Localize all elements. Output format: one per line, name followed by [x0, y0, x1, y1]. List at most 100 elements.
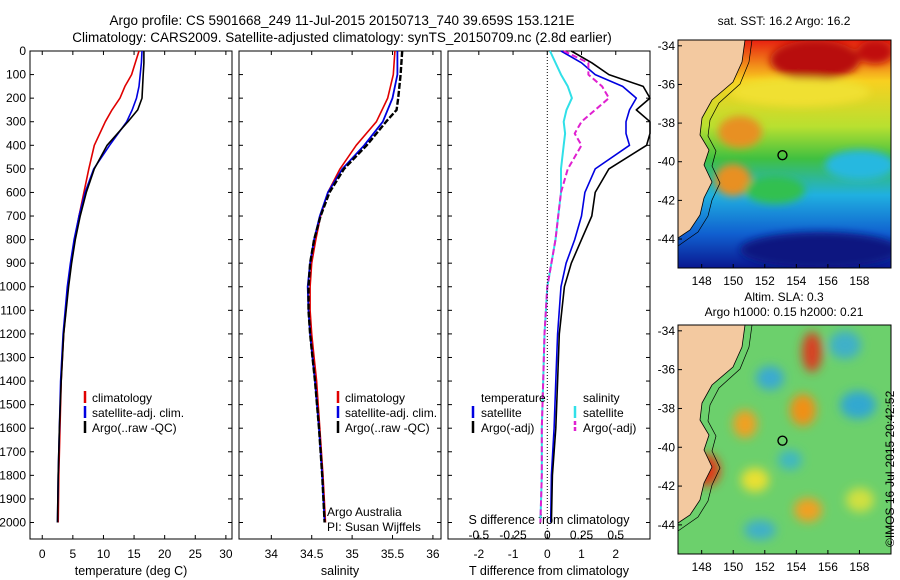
- T-difference-x-tick-label: 2: [612, 547, 619, 561]
- temperature-x-tick-label: 15: [127, 547, 141, 561]
- sst-eddy-north: [718, 116, 762, 148]
- S-difference-argo-line: [539, 50, 610, 523]
- legend-climatology-label: climatology: [92, 391, 152, 405]
- latitude-tick-label: -44: [658, 232, 676, 246]
- legend-satellite-label: satellite-adj. clim.: [92, 406, 184, 420]
- temperature-satellite-line: [56, 50, 143, 523]
- depth-tick-label: 700: [6, 209, 26, 223]
- sst-map-title: sat. SST: 16.2 Argo: 16.2: [718, 14, 851, 28]
- salinity-x-tick-label: 35: [345, 547, 359, 561]
- longitude-tick-label: 154: [786, 560, 806, 574]
- sst-eddy-south: [715, 164, 751, 196]
- depth-tick-label: 800: [6, 233, 26, 247]
- longitude-tick-label: 154: [786, 274, 806, 288]
- sla-low-sw: [744, 520, 776, 540]
- legend-satellite-label: satellite-adj. clim.: [345, 406, 437, 420]
- imos-stamp: ©IMOS 16-Jul-2015 20:42:52: [883, 390, 897, 547]
- longitude-tick-label: 150: [723, 560, 743, 574]
- legend-climatology-label: climatology: [345, 391, 405, 405]
- legend-temp-argo-label: Argo(-adj): [481, 421, 534, 435]
- sst-land: [678, 40, 746, 239]
- salinity-xlabel: salinity: [321, 564, 360, 578]
- longitude-tick-label: 148: [692, 274, 712, 288]
- depth-tick-label: 500: [6, 162, 26, 176]
- depth-tick-label: 600: [6, 185, 26, 199]
- legend-argo-label: Argo(..raw -QC): [92, 421, 177, 435]
- temperature-x-tick-label: 25: [189, 547, 203, 561]
- longitude-tick-label: 152: [755, 560, 775, 574]
- depth-tick-label: 400: [6, 138, 26, 152]
- sst-green-tongue: [745, 176, 805, 204]
- sla-high-mid: [733, 410, 757, 438]
- sla-shelf-contour: [678, 325, 753, 532]
- difference-legend: temperature satellite Argo(-adj) salinit…: [471, 391, 636, 435]
- salinity-x-tick-label: 34.5: [300, 547, 324, 561]
- salinity-panel: [238, 50, 442, 540]
- depth-tick-label: 1000: [0, 280, 26, 294]
- legend-sal-argo-label: Argo(-adj): [583, 421, 636, 435]
- depth-tick-label: 1400: [0, 374, 26, 388]
- latitude-tick-label: -36: [658, 363, 676, 377]
- sla-low-n: [756, 366, 784, 390]
- longitude-tick-label: 158: [849, 560, 869, 574]
- sst-map: [678, 40, 891, 268]
- latitude-tick-label: -34: [658, 39, 676, 53]
- sst-yellow-band: [730, 78, 870, 106]
- T-difference-x-tick-label: -1: [508, 547, 519, 561]
- T-difference-satellite-line: [549, 50, 638, 523]
- depth-tick-label: 300: [6, 115, 26, 129]
- sst-cyan-east: [825, 150, 891, 180]
- sst-warm-core-east: [857, 40, 891, 64]
- depth-tick-label: 1600: [0, 421, 26, 435]
- temperature-x-tick-label: 20: [158, 547, 172, 561]
- temperature-xlabel: temperature (deg C): [75, 564, 188, 578]
- longitude-tick-label: 156: [818, 274, 838, 288]
- sla-land: [678, 325, 746, 524]
- longitude-tick-label: 152: [755, 274, 775, 288]
- latitude-tick-label: -42: [658, 193, 676, 207]
- sla-map-frame: [677, 324, 892, 555]
- depth-tick-label: 1800: [0, 468, 26, 482]
- sla-map-title1: Altim. SLA: 0.3: [744, 290, 824, 304]
- longitude-tick-label: 148: [692, 560, 712, 574]
- S-difference-tick-label: 0.5: [607, 528, 624, 542]
- salinity-series: [306, 50, 404, 523]
- depth-tick-label: 0: [19, 44, 26, 58]
- latitude-tick-label: -38: [658, 401, 676, 415]
- sla-high-s: [794, 498, 822, 522]
- salinity-x-axis: 34 34.5 35 35.5 36: [265, 51, 440, 561]
- depth-tick-label: 1500: [0, 398, 26, 412]
- sst-shelf-contour: [678, 40, 753, 247]
- sla-low-ne: [829, 331, 861, 359]
- longitude-tick-label: 156: [818, 560, 838, 574]
- argo-australia-note: Argo Australia: [327, 505, 402, 519]
- latitude-tick-label: -40: [658, 440, 676, 454]
- sla-low-se: [840, 391, 876, 419]
- sst-cold-south: [740, 232, 891, 268]
- pi-note: PI: Susan Wijffels: [327, 520, 421, 534]
- T-difference-x-tick-label: 1: [578, 547, 585, 561]
- difference-xlabel-top: S difference from climatology: [469, 513, 631, 527]
- sla-argo-position-marker: [777, 435, 788, 446]
- sla-map-title2: Argo h1000: 0.15 h2000: 0.21: [705, 305, 864, 319]
- sst-map-axes: 148 150 152 154 156 158 -34 -36 -38 -40 -42 -44: [658, 39, 870, 288]
- temperature-x-tick-label: 0: [39, 547, 46, 561]
- latitude-tick-label: -44: [658, 518, 676, 532]
- salinity-x-tick-label: 36: [426, 547, 440, 561]
- longitude-tick-label: 150: [723, 274, 743, 288]
- salinity-x-tick-label: 34: [265, 547, 279, 561]
- temperature-x-tick-label: 30: [219, 547, 233, 561]
- sla-yellow-s: [741, 468, 769, 492]
- T-difference-argo-line: [550, 50, 651, 523]
- title-line1: Argo profile: CS 5901668_249 11-Jul-2015…: [109, 13, 574, 28]
- depth-tick-label: 1700: [0, 445, 26, 459]
- latitude-tick-label: -42: [658, 479, 676, 493]
- longitude-tick-label: 158: [849, 274, 869, 288]
- sla-map: [678, 325, 891, 554]
- difference-series: [539, 50, 651, 523]
- temperature-x-axis: 0 5 10 15 20 25 30: [39, 51, 233, 561]
- depth-tick-label: 1300: [0, 350, 26, 364]
- temperature-x-tick-label: 10: [97, 547, 111, 561]
- salinity-x-tick-label: 35.5: [381, 547, 405, 561]
